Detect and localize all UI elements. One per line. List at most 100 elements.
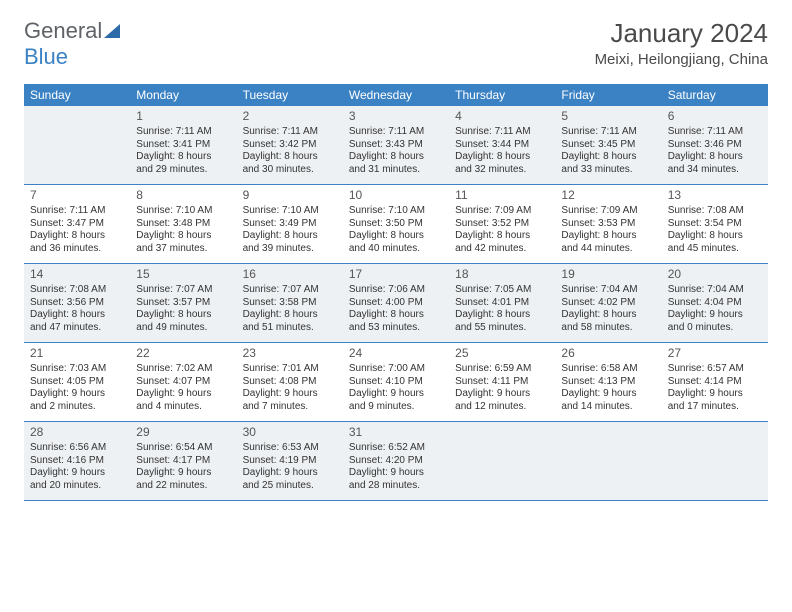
daylight-text: Daylight: 8 hours and 51 minutes. <box>243 309 337 334</box>
sunset-text: Sunset: 4:01 PM <box>455 297 549 310</box>
day-number: 3 <box>349 109 443 124</box>
day-cell: 29Sunrise: 6:54 AMSunset: 4:17 PMDayligh… <box>130 422 236 500</box>
day-number: 15 <box>136 267 230 282</box>
day-number: 21 <box>30 346 124 361</box>
sunset-text: Sunset: 3:49 PM <box>243 218 337 231</box>
daylight-text: Daylight: 8 hours and 58 minutes. <box>561 309 655 334</box>
day-cell: 4Sunrise: 7:11 AMSunset: 3:44 PMDaylight… <box>449 106 555 184</box>
day-cell: 22Sunrise: 7:02 AMSunset: 4:07 PMDayligh… <box>130 343 236 421</box>
sunrise-text: Sunrise: 7:09 AM <box>561 205 655 218</box>
day-number: 4 <box>455 109 549 124</box>
weekday-label: Tuesday <box>237 84 343 106</box>
sunset-text: Sunset: 4:16 PM <box>30 455 124 468</box>
brand-part1: General <box>24 18 102 44</box>
daylight-text: Daylight: 8 hours and 36 minutes. <box>30 230 124 255</box>
sunrise-text: Sunrise: 7:11 AM <box>455 126 549 139</box>
daylight-text: Daylight: 9 hours and 20 minutes. <box>30 467 124 492</box>
day-number: 1 <box>136 109 230 124</box>
daylight-text: Daylight: 8 hours and 42 minutes. <box>455 230 549 255</box>
day-number: 17 <box>349 267 443 282</box>
daylight-text: Daylight: 9 hours and 12 minutes. <box>455 388 549 413</box>
day-number: 29 <box>136 425 230 440</box>
day-number: 14 <box>30 267 124 282</box>
day-cell: 7Sunrise: 7:11 AMSunset: 3:47 PMDaylight… <box>24 185 130 263</box>
day-cell: 11Sunrise: 7:09 AMSunset: 3:52 PMDayligh… <box>449 185 555 263</box>
daylight-text: Daylight: 8 hours and 37 minutes. <box>136 230 230 255</box>
sunset-text: Sunset: 3:53 PM <box>561 218 655 231</box>
day-cell: 6Sunrise: 7:11 AMSunset: 3:46 PMDaylight… <box>662 106 768 184</box>
sunset-text: Sunset: 3:45 PM <box>561 139 655 152</box>
month-title: January 2024 <box>595 18 768 49</box>
daylight-text: Daylight: 8 hours and 33 minutes. <box>561 151 655 176</box>
week-row: 14Sunrise: 7:08 AMSunset: 3:56 PMDayligh… <box>24 264 768 343</box>
daylight-text: Daylight: 8 hours and 47 minutes. <box>30 309 124 334</box>
sunrise-text: Sunrise: 7:11 AM <box>668 126 762 139</box>
day-cell: 1Sunrise: 7:11 AMSunset: 3:41 PMDaylight… <box>130 106 236 184</box>
sunrise-text: Sunrise: 6:53 AM <box>243 442 337 455</box>
daylight-text: Daylight: 8 hours and 39 minutes. <box>243 230 337 255</box>
sunset-text: Sunset: 4:20 PM <box>349 455 443 468</box>
daylight-text: Daylight: 8 hours and 30 minutes. <box>243 151 337 176</box>
sunrise-text: Sunrise: 7:11 AM <box>561 126 655 139</box>
sunrise-text: Sunrise: 7:11 AM <box>243 126 337 139</box>
weekday-label: Thursday <box>449 84 555 106</box>
day-cell: 15Sunrise: 7:07 AMSunset: 3:57 PMDayligh… <box>130 264 236 342</box>
day-cell: 31Sunrise: 6:52 AMSunset: 4:20 PMDayligh… <box>343 422 449 500</box>
sunrise-text: Sunrise: 7:06 AM <box>349 284 443 297</box>
daylight-text: Daylight: 9 hours and 7 minutes. <box>243 388 337 413</box>
day-cell: 18Sunrise: 7:05 AMSunset: 4:01 PMDayligh… <box>449 264 555 342</box>
sunrise-text: Sunrise: 6:54 AM <box>136 442 230 455</box>
day-number: 9 <box>243 188 337 203</box>
day-number: 19 <box>561 267 655 282</box>
day-number: 8 <box>136 188 230 203</box>
title-block: January 2024 Meixi, Heilongjiang, China <box>595 18 768 68</box>
day-number: 16 <box>243 267 337 282</box>
sunrise-text: Sunrise: 7:01 AM <box>243 363 337 376</box>
day-cell: 16Sunrise: 7:07 AMSunset: 3:58 PMDayligh… <box>237 264 343 342</box>
weekday-header-row: Sunday Monday Tuesday Wednesday Thursday… <box>24 84 768 106</box>
sunset-text: Sunset: 3:56 PM <box>30 297 124 310</box>
day-cell: 24Sunrise: 7:00 AMSunset: 4:10 PMDayligh… <box>343 343 449 421</box>
sunrise-text: Sunrise: 7:11 AM <box>30 205 124 218</box>
week-row: 7Sunrise: 7:11 AMSunset: 3:47 PMDaylight… <box>24 185 768 264</box>
daylight-text: Daylight: 9 hours and 0 minutes. <box>668 309 762 334</box>
sunrise-text: Sunrise: 7:10 AM <box>349 205 443 218</box>
week-row: 21Sunrise: 7:03 AMSunset: 4:05 PMDayligh… <box>24 343 768 422</box>
day-number: 12 <box>561 188 655 203</box>
daylight-text: Daylight: 8 hours and 44 minutes. <box>561 230 655 255</box>
day-cell <box>24 106 130 184</box>
daylight-text: Daylight: 8 hours and 31 minutes. <box>349 151 443 176</box>
sunset-text: Sunset: 4:08 PM <box>243 376 337 389</box>
daylight-text: Daylight: 8 hours and 55 minutes. <box>455 309 549 334</box>
sunset-text: Sunset: 3:47 PM <box>30 218 124 231</box>
sunrise-text: Sunrise: 7:08 AM <box>30 284 124 297</box>
sunset-text: Sunset: 3:44 PM <box>455 139 549 152</box>
sunset-text: Sunset: 3:52 PM <box>455 218 549 231</box>
day-cell: 10Sunrise: 7:10 AMSunset: 3:50 PMDayligh… <box>343 185 449 263</box>
daylight-text: Daylight: 9 hours and 22 minutes. <box>136 467 230 492</box>
daylight-text: Daylight: 8 hours and 49 minutes. <box>136 309 230 334</box>
sunrise-text: Sunrise: 7:07 AM <box>243 284 337 297</box>
sunset-text: Sunset: 4:19 PM <box>243 455 337 468</box>
sunset-text: Sunset: 3:46 PM <box>668 139 762 152</box>
day-cell: 8Sunrise: 7:10 AMSunset: 3:48 PMDaylight… <box>130 185 236 263</box>
day-number: 11 <box>455 188 549 203</box>
day-cell <box>662 422 768 500</box>
weeks-container: 1Sunrise: 7:11 AMSunset: 3:41 PMDaylight… <box>24 106 768 501</box>
sunset-text: Sunset: 3:50 PM <box>349 218 443 231</box>
daylight-text: Daylight: 9 hours and 25 minutes. <box>243 467 337 492</box>
sunrise-text: Sunrise: 6:56 AM <box>30 442 124 455</box>
sunrise-text: Sunrise: 7:04 AM <box>668 284 762 297</box>
sunrise-text: Sunrise: 6:57 AM <box>668 363 762 376</box>
sunrise-text: Sunrise: 7:08 AM <box>668 205 762 218</box>
sunrise-text: Sunrise: 7:11 AM <box>349 126 443 139</box>
day-cell: 30Sunrise: 6:53 AMSunset: 4:19 PMDayligh… <box>237 422 343 500</box>
sunset-text: Sunset: 4:07 PM <box>136 376 230 389</box>
daylight-text: Daylight: 9 hours and 2 minutes. <box>30 388 124 413</box>
weekday-label: Monday <box>130 84 236 106</box>
day-cell: 2Sunrise: 7:11 AMSunset: 3:42 PMDaylight… <box>237 106 343 184</box>
sunset-text: Sunset: 3:43 PM <box>349 139 443 152</box>
sunset-text: Sunset: 4:00 PM <box>349 297 443 310</box>
sunrise-text: Sunrise: 7:10 AM <box>243 205 337 218</box>
day-cell: 27Sunrise: 6:57 AMSunset: 4:14 PMDayligh… <box>662 343 768 421</box>
